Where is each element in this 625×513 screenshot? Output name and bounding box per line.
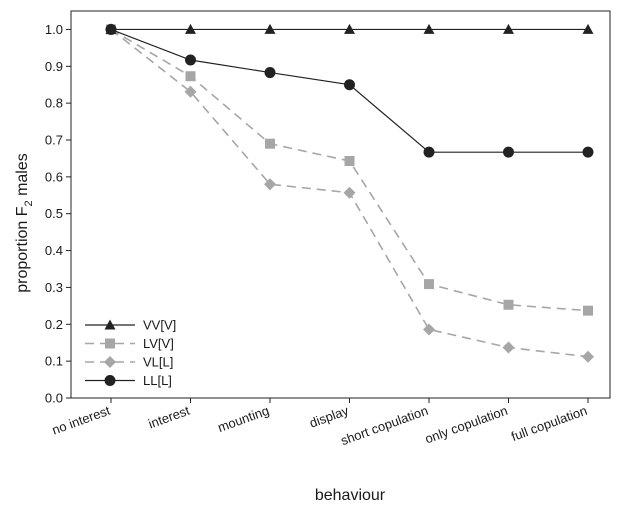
series-VL[L]	[105, 23, 594, 363]
y-tick-label: 0.3	[45, 280, 63, 295]
x-tick-label: only copulation	[423, 403, 510, 447]
x-tick-label: interest	[146, 403, 192, 432]
legend-marker	[104, 375, 116, 386]
data-point	[503, 23, 514, 34]
y-tick-label: 0.5	[45, 206, 63, 221]
y-tick-label: 0.4	[45, 243, 63, 258]
legend-label: LV[V]	[143, 336, 174, 351]
y-tick-label: 0.6	[45, 169, 63, 184]
legend: VV[V] LV[V] VL[L] LL[L]	[85, 318, 176, 388]
data-point	[502, 341, 515, 354]
plot-area	[70, 10, 611, 399]
data-point	[185, 54, 196, 66]
data-point	[344, 23, 355, 34]
data-point	[264, 23, 276, 34]
data-point	[582, 23, 594, 34]
series-LL[L]	[105, 23, 594, 158]
y-tick-label: 0.1	[45, 354, 63, 369]
y-tick-label: 0.7	[45, 133, 63, 148]
x-axis-title: behaviour	[315, 487, 386, 504]
y-tick-label: 1.0	[45, 22, 63, 37]
y-axis-title: proportion F2 males	[14, 153, 35, 293]
plot-border	[70, 10, 611, 399]
data-point	[264, 67, 276, 79]
data-point	[184, 85, 197, 98]
data-point	[264, 178, 276, 191]
data-point	[582, 146, 594, 158]
data-point	[423, 146, 435, 158]
legend-marker	[104, 356, 116, 368]
data-point	[503, 299, 514, 310]
data-point	[344, 79, 355, 91]
data-point	[185, 23, 196, 34]
data-point	[343, 186, 356, 199]
x-tick-label: no interest	[50, 403, 113, 438]
data-point	[423, 323, 435, 336]
data-point	[583, 305, 593, 316]
series-VV[V]	[105, 23, 594, 34]
y-tick-label: 0.8	[45, 96, 63, 111]
data-point	[185, 71, 196, 82]
series-line	[110, 28, 589, 312]
legend-label: LL[L]	[143, 373, 172, 388]
data-point	[503, 146, 514, 158]
series-line	[110, 28, 588, 153]
x-tick-label: display	[307, 403, 351, 431]
legend-item: LV[V]	[85, 336, 174, 351]
y-tick-label: 0.0	[45, 391, 63, 406]
legend-marker	[105, 338, 115, 349]
legend-label: VL[L]	[143, 355, 173, 370]
legend-item: VL[L]	[85, 355, 173, 370]
x-tick-label: short copulation	[339, 403, 430, 448]
x-tick-label: mounting	[216, 403, 271, 435]
x-tick-label: full copulation	[509, 403, 589, 444]
y-tick-label: 0.9	[45, 59, 63, 74]
data-point	[344, 156, 355, 167]
series-layer	[105, 23, 594, 363]
legend-marker	[104, 319, 116, 330]
data-point	[105, 23, 117, 34]
y-axis: 0.0 0.1 0.2 0.3 0.4 0.5 0.6 0.7 0.8 0.9 1.0	[45, 22, 71, 406]
data-point	[265, 138, 275, 149]
series-LV[V]	[106, 24, 593, 316]
data-point	[423, 23, 435, 34]
legend-item: LL[L]	[85, 373, 172, 388]
x-axis: no interest interest mounting displayshort …	[50, 398, 589, 448]
y-tick-label: 0.2	[45, 317, 63, 332]
legend-label: VV[V]	[143, 318, 176, 333]
legend-item: VV[V]	[85, 318, 176, 333]
data-point	[424, 279, 434, 290]
data-point	[582, 350, 594, 363]
